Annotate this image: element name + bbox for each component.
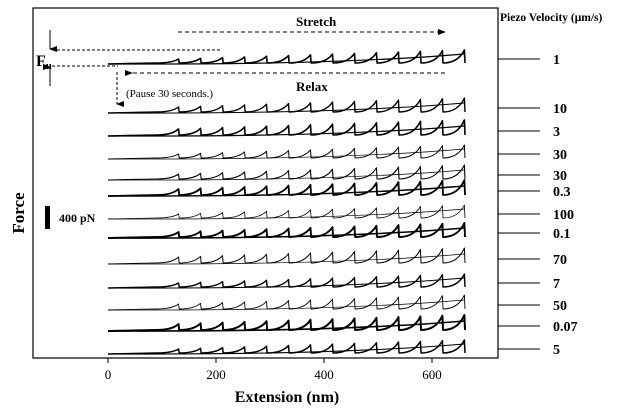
pause-label: (Pause 30 seconds.) (126, 88, 213, 100)
x-tick-label: 400 (314, 367, 334, 382)
stretch-label: Stretch (296, 14, 337, 29)
relax-trace (107, 343, 465, 355)
relax-trace (107, 53, 465, 65)
stretch-trace (107, 339, 466, 355)
stretch-trace (107, 164, 466, 181)
velocity-label: 100 (553, 208, 574, 223)
stretch-trace (107, 49, 466, 65)
x-tick-label: 0 (105, 367, 112, 382)
velocity-label: 1 (553, 53, 560, 68)
velocity-label: 7 (553, 277, 560, 292)
stretch-trace (107, 273, 466, 289)
velocity-label: 30 (553, 169, 567, 184)
velocity-label: 70 (553, 253, 567, 268)
stretch-trace (107, 222, 466, 239)
velocity-label: 30 (553, 148, 567, 163)
fu-label-main: F (36, 53, 46, 70)
fu-label: Fu (36, 53, 52, 72)
stretch-trace (107, 179, 466, 197)
scale-bar (45, 206, 50, 229)
stretch-trace (107, 119, 466, 137)
header-suffix: ) (599, 12, 603, 24)
velocity-label: 5 (553, 343, 560, 358)
relax-trace (107, 277, 465, 289)
velocity-label: 0.1 (553, 227, 571, 242)
velocity-label: 10 (553, 102, 567, 117)
header-prefix: Piezo Velocity ( (500, 12, 575, 24)
x-axis-label: Extension (nm) (235, 389, 339, 406)
relax-trace (107, 148, 465, 160)
scale-bar-label: 400 pN (59, 211, 96, 225)
relax-trace (107, 125, 465, 137)
stretch-trace (107, 144, 466, 160)
x-tick-label: 200 (206, 367, 226, 382)
relax-trace (107, 320, 465, 332)
velocity-label: 3 (553, 125, 560, 140)
velocity-label: 0.07 (553, 320, 578, 335)
relax-trace (107, 185, 465, 197)
header-unit: μm/s (575, 12, 599, 24)
x-tick-group: 0 200 400 600 (105, 358, 442, 382)
relax-trace (107, 299, 465, 311)
relax-trace (107, 227, 465, 239)
velocity-label: 50 (553, 299, 567, 314)
velocity-label: 0.3 (553, 185, 571, 200)
trace-group (107, 49, 466, 355)
relax-trace (107, 253, 465, 265)
fu-label-sub: u (46, 60, 52, 72)
stretch-trace (107, 247, 466, 265)
stretch-trace (107, 97, 466, 114)
relax-label: Relax (296, 79, 328, 94)
relax-trace (107, 208, 465, 220)
stretch-trace (107, 204, 466, 220)
relax-trace (107, 169, 465, 181)
stretch-trace (107, 314, 466, 332)
plot-frame (32, 7, 499, 359)
piezo-velocity-header: Piezo Velocity (μm/s) (500, 12, 603, 24)
relax-trace (107, 102, 465, 114)
y-axis-label: Force (9, 192, 28, 234)
stretch-trace (107, 294, 466, 311)
x-tick-label: 600 (422, 367, 442, 382)
